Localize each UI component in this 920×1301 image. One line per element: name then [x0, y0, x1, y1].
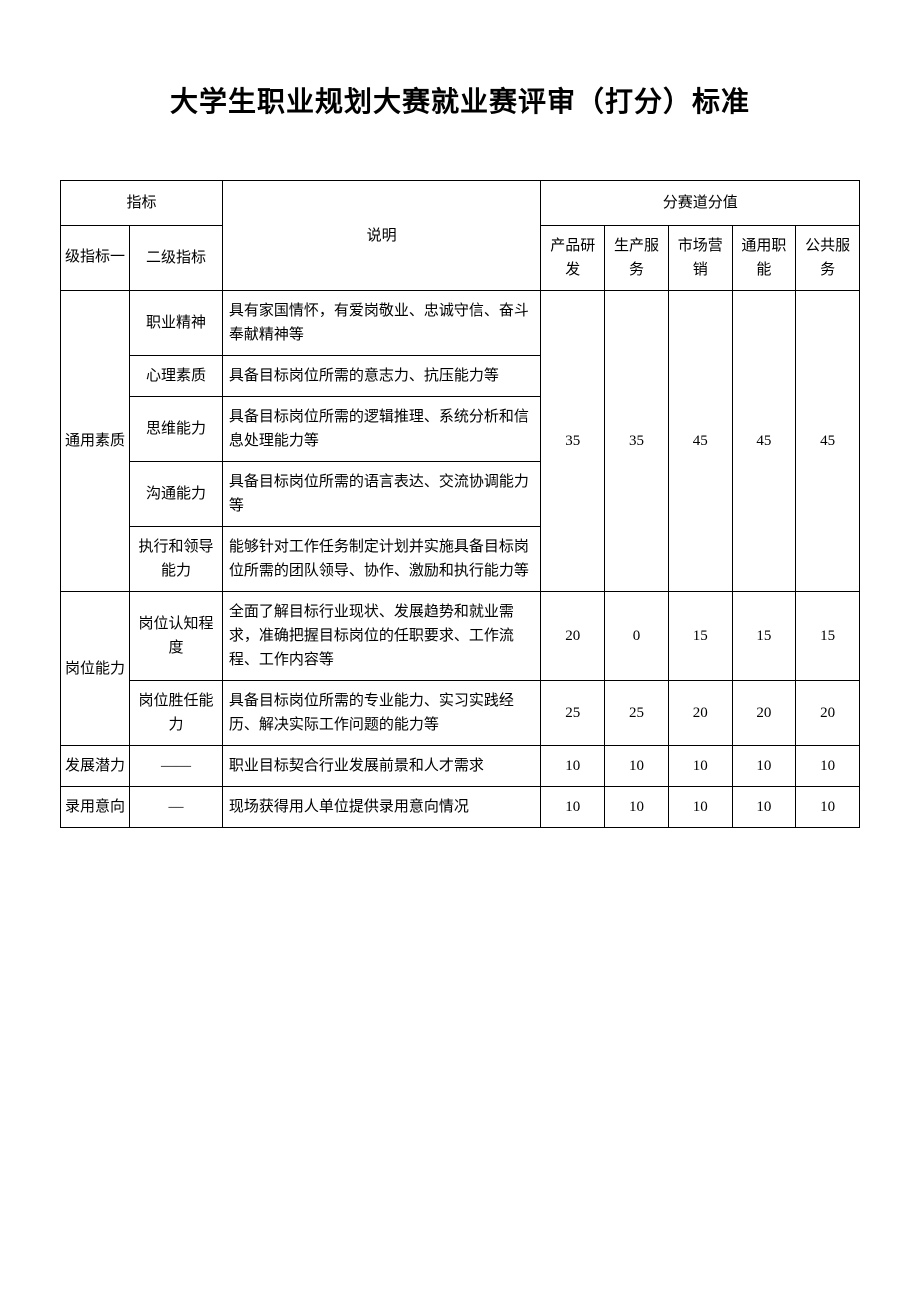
score-cell: 15 — [668, 592, 732, 681]
score-cell: 10 — [541, 746, 605, 787]
score-cell: 20 — [796, 681, 860, 746]
hdr-level2: 二级指标 — [130, 226, 223, 291]
table-row: 岗位胜任能力 具备目标岗位所需的专业能力、实习实践经历、解决实际工作问题的能力等… — [61, 681, 860, 746]
desc-cell: 能够针对工作任务制定计划并实施具备目标岗位所需的团队领导、协作、激励和执行能力等 — [222, 527, 541, 592]
l2-cell: 心理素质 — [130, 356, 223, 397]
table-row: 岗位能力 岗位认知程度 全面了解目标行业现状、发展趋势和就业需求，准确把握目标岗… — [61, 592, 860, 681]
hdr-track-5: 公共服务 — [796, 226, 860, 291]
header-row-1: 指标 说明 分赛道分值 — [61, 181, 860, 226]
desc-cell: 全面了解目标行业现状、发展趋势和就业需求，准确把握目标岗位的任职要求、工作流程、… — [222, 592, 541, 681]
hdr-indicator: 指标 — [61, 181, 223, 226]
score-cell: 45 — [668, 291, 732, 592]
score-cell: 20 — [732, 681, 796, 746]
table-row: 通用素质 职业精神 具有家国情怀，有爱岗敬业、忠诚守信、奋斗奉献精神等 35 3… — [61, 291, 860, 356]
score-cell: 20 — [668, 681, 732, 746]
score-cell: 15 — [732, 592, 796, 681]
desc-cell: 具备目标岗位所需的逻辑推理、系统分析和信息处理能力等 — [222, 397, 541, 462]
hdr-description: 说明 — [222, 181, 541, 291]
score-cell: 0 — [605, 592, 669, 681]
hdr-track-1: 产品研发 — [541, 226, 605, 291]
hdr-track-scores: 分赛道分值 — [541, 181, 860, 226]
table-row: 发展潜力 —— 职业目标契合行业发展前景和人才需求 10 10 10 10 10 — [61, 746, 860, 787]
l2-cell: 执行和领导能力 — [130, 527, 223, 592]
score-cell: 45 — [796, 291, 860, 592]
score-cell: 10 — [732, 787, 796, 828]
score-cell: 10 — [796, 746, 860, 787]
l1-cell: 岗位能力 — [61, 592, 130, 746]
score-cell: 10 — [668, 787, 732, 828]
score-cell: 10 — [605, 787, 669, 828]
hdr-track-2: 生产服务 — [605, 226, 669, 291]
hdr-level1: 级指标一 — [61, 226, 130, 291]
l2-cell: 思维能力 — [130, 397, 223, 462]
l2-cell: —— — [130, 746, 223, 787]
hdr-track-3: 市场营销 — [668, 226, 732, 291]
score-cell: 25 — [605, 681, 669, 746]
l1-cell: 通用素质 — [61, 291, 130, 592]
score-cell: 35 — [541, 291, 605, 592]
desc-cell: 具备目标岗位所需的意志力、抗压能力等 — [222, 356, 541, 397]
l2-cell: 沟通能力 — [130, 462, 223, 527]
l2-cell: 岗位胜任能力 — [130, 681, 223, 746]
score-cell: 20 — [541, 592, 605, 681]
score-cell: 10 — [796, 787, 860, 828]
desc-cell: 具有家国情怀，有爱岗敬业、忠诚守信、奋斗奉献精神等 — [222, 291, 541, 356]
l2-cell: 岗位认知程度 — [130, 592, 223, 681]
desc-cell: 职业目标契合行业发展前景和人才需求 — [222, 746, 541, 787]
score-cell: 10 — [668, 746, 732, 787]
hdr-track-4: 通用职能 — [732, 226, 796, 291]
score-cell: 15 — [796, 592, 860, 681]
l1-cell: 发展潜力 — [61, 746, 130, 787]
score-cell: 35 — [605, 291, 669, 592]
desc-cell: 具备目标岗位所需的语言表达、交流协调能力等 — [222, 462, 541, 527]
score-cell: 45 — [732, 291, 796, 592]
table-row: 录用意向 — 现场获得用人单位提供录用意向情况 10 10 10 10 10 — [61, 787, 860, 828]
desc-cell: 现场获得用人单位提供录用意向情况 — [222, 787, 541, 828]
score-cell: 10 — [605, 746, 669, 787]
l1-cell: 录用意向 — [61, 787, 130, 828]
page-title: 大学生职业规划大赛就业赛评审（打分）标准 — [60, 80, 860, 120]
l2-cell: — — [130, 787, 223, 828]
l2-cell: 职业精神 — [130, 291, 223, 356]
desc-cell: 具备目标岗位所需的专业能力、实习实践经历、解决实际工作问题的能力等 — [222, 681, 541, 746]
score-cell: 25 — [541, 681, 605, 746]
scoring-table: 指标 说明 分赛道分值 级指标一 二级指标 产品研发 生产服务 市场营销 通用职… — [60, 180, 860, 828]
score-cell: 10 — [732, 746, 796, 787]
score-cell: 10 — [541, 787, 605, 828]
